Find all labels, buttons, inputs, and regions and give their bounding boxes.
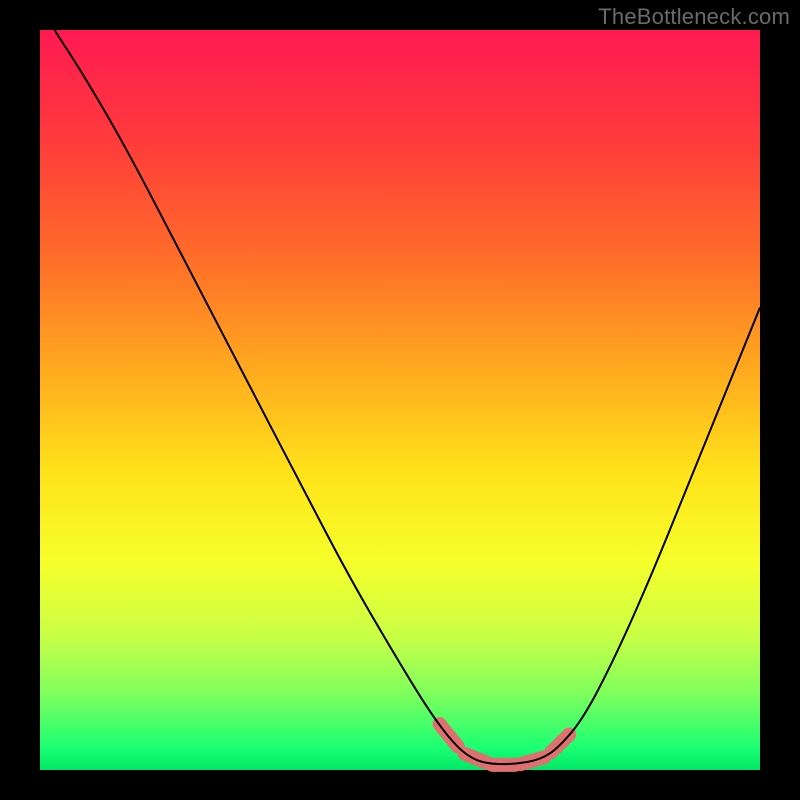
- chart-svg: [0, 0, 800, 800]
- watermark-text: TheBottleneck.com: [598, 4, 790, 30]
- chart-container: TheBottleneck.com: [0, 0, 800, 800]
- plot-background: [40, 30, 760, 770]
